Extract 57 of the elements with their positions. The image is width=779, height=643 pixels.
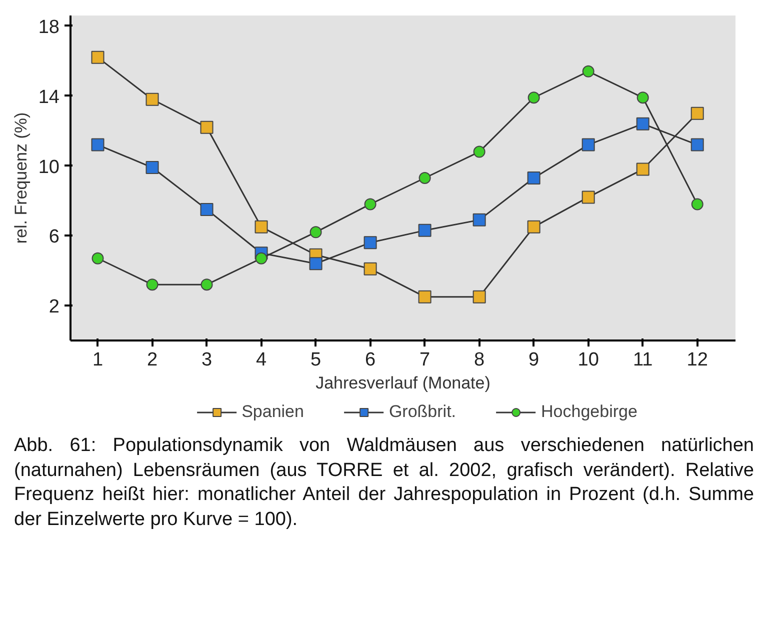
point (582, 138, 595, 152)
point (200, 202, 214, 216)
point (527, 172, 540, 184)
x-tick-label: 9 (528, 350, 540, 370)
point (636, 92, 649, 104)
x-tick-label: 3 (201, 350, 212, 370)
point (582, 190, 595, 204)
x-tick-label: 8 (474, 350, 485, 370)
point (691, 198, 704, 210)
point (364, 236, 377, 250)
point (254, 220, 268, 234)
legend-label: Hochgebirge (541, 402, 638, 422)
x-tick-label: 10 (578, 350, 599, 370)
point (364, 262, 377, 276)
point (527, 220, 540, 234)
point (309, 257, 322, 270)
legend-label: Spanien (242, 402, 304, 422)
point (364, 198, 376, 210)
point (636, 162, 650, 176)
x-tick-label: 12 (686, 350, 708, 370)
point (255, 252, 268, 264)
y-tick-label: 6 (48, 226, 60, 248)
point (636, 117, 650, 130)
point (146, 92, 159, 106)
y-tick-label: 2 (48, 296, 60, 318)
point (418, 224, 432, 237)
point (690, 138, 704, 152)
point (690, 106, 704, 120)
y-tick-label: 10 (38, 156, 60, 178)
point (200, 278, 213, 291)
point (310, 226, 322, 238)
x-tick-label: 6 (365, 350, 376, 370)
x-tick-label: 7 (420, 350, 430, 370)
caption: Abb. 61: Populationsdynamik von Waldmäusen aus verschiedenen natürlichen (naturnahen) Lebensräumen (aus TORRE et al. 2002, grafisch verändert). Relative Frequenz heißt hier: monatlicher Anteil der Jahrespopulation in Prozent (d.h. Summe der Einzelwerte pro Kurve = 100). (14, 434, 754, 532)
point (528, 92, 540, 104)
x-tick-label: 4 (256, 350, 267, 370)
point (146, 161, 159, 174)
x-tick-label: 11 (632, 350, 653, 370)
point (146, 278, 158, 291)
x-tick-label: 2 (146, 350, 158, 370)
point (472, 213, 486, 226)
x-tick-label: 1 (92, 350, 104, 370)
y-tick-label: 14 (38, 86, 60, 108)
point (582, 65, 594, 78)
point (91, 138, 104, 152)
x-tick-label: 5 (310, 350, 322, 370)
point (418, 290, 432, 304)
legend-label: Großbrit. (388, 402, 456, 422)
point (200, 120, 214, 134)
point (473, 146, 486, 158)
y-tick-label: 18 (38, 16, 60, 38)
point (472, 290, 486, 304)
point (91, 50, 104, 64)
point (418, 172, 431, 184)
point (92, 252, 104, 264)
y-axis-title: rel. Frequenz (%) (11, 112, 30, 244)
x-axis-title: Jahresverlauf (Monate) (316, 374, 490, 392)
